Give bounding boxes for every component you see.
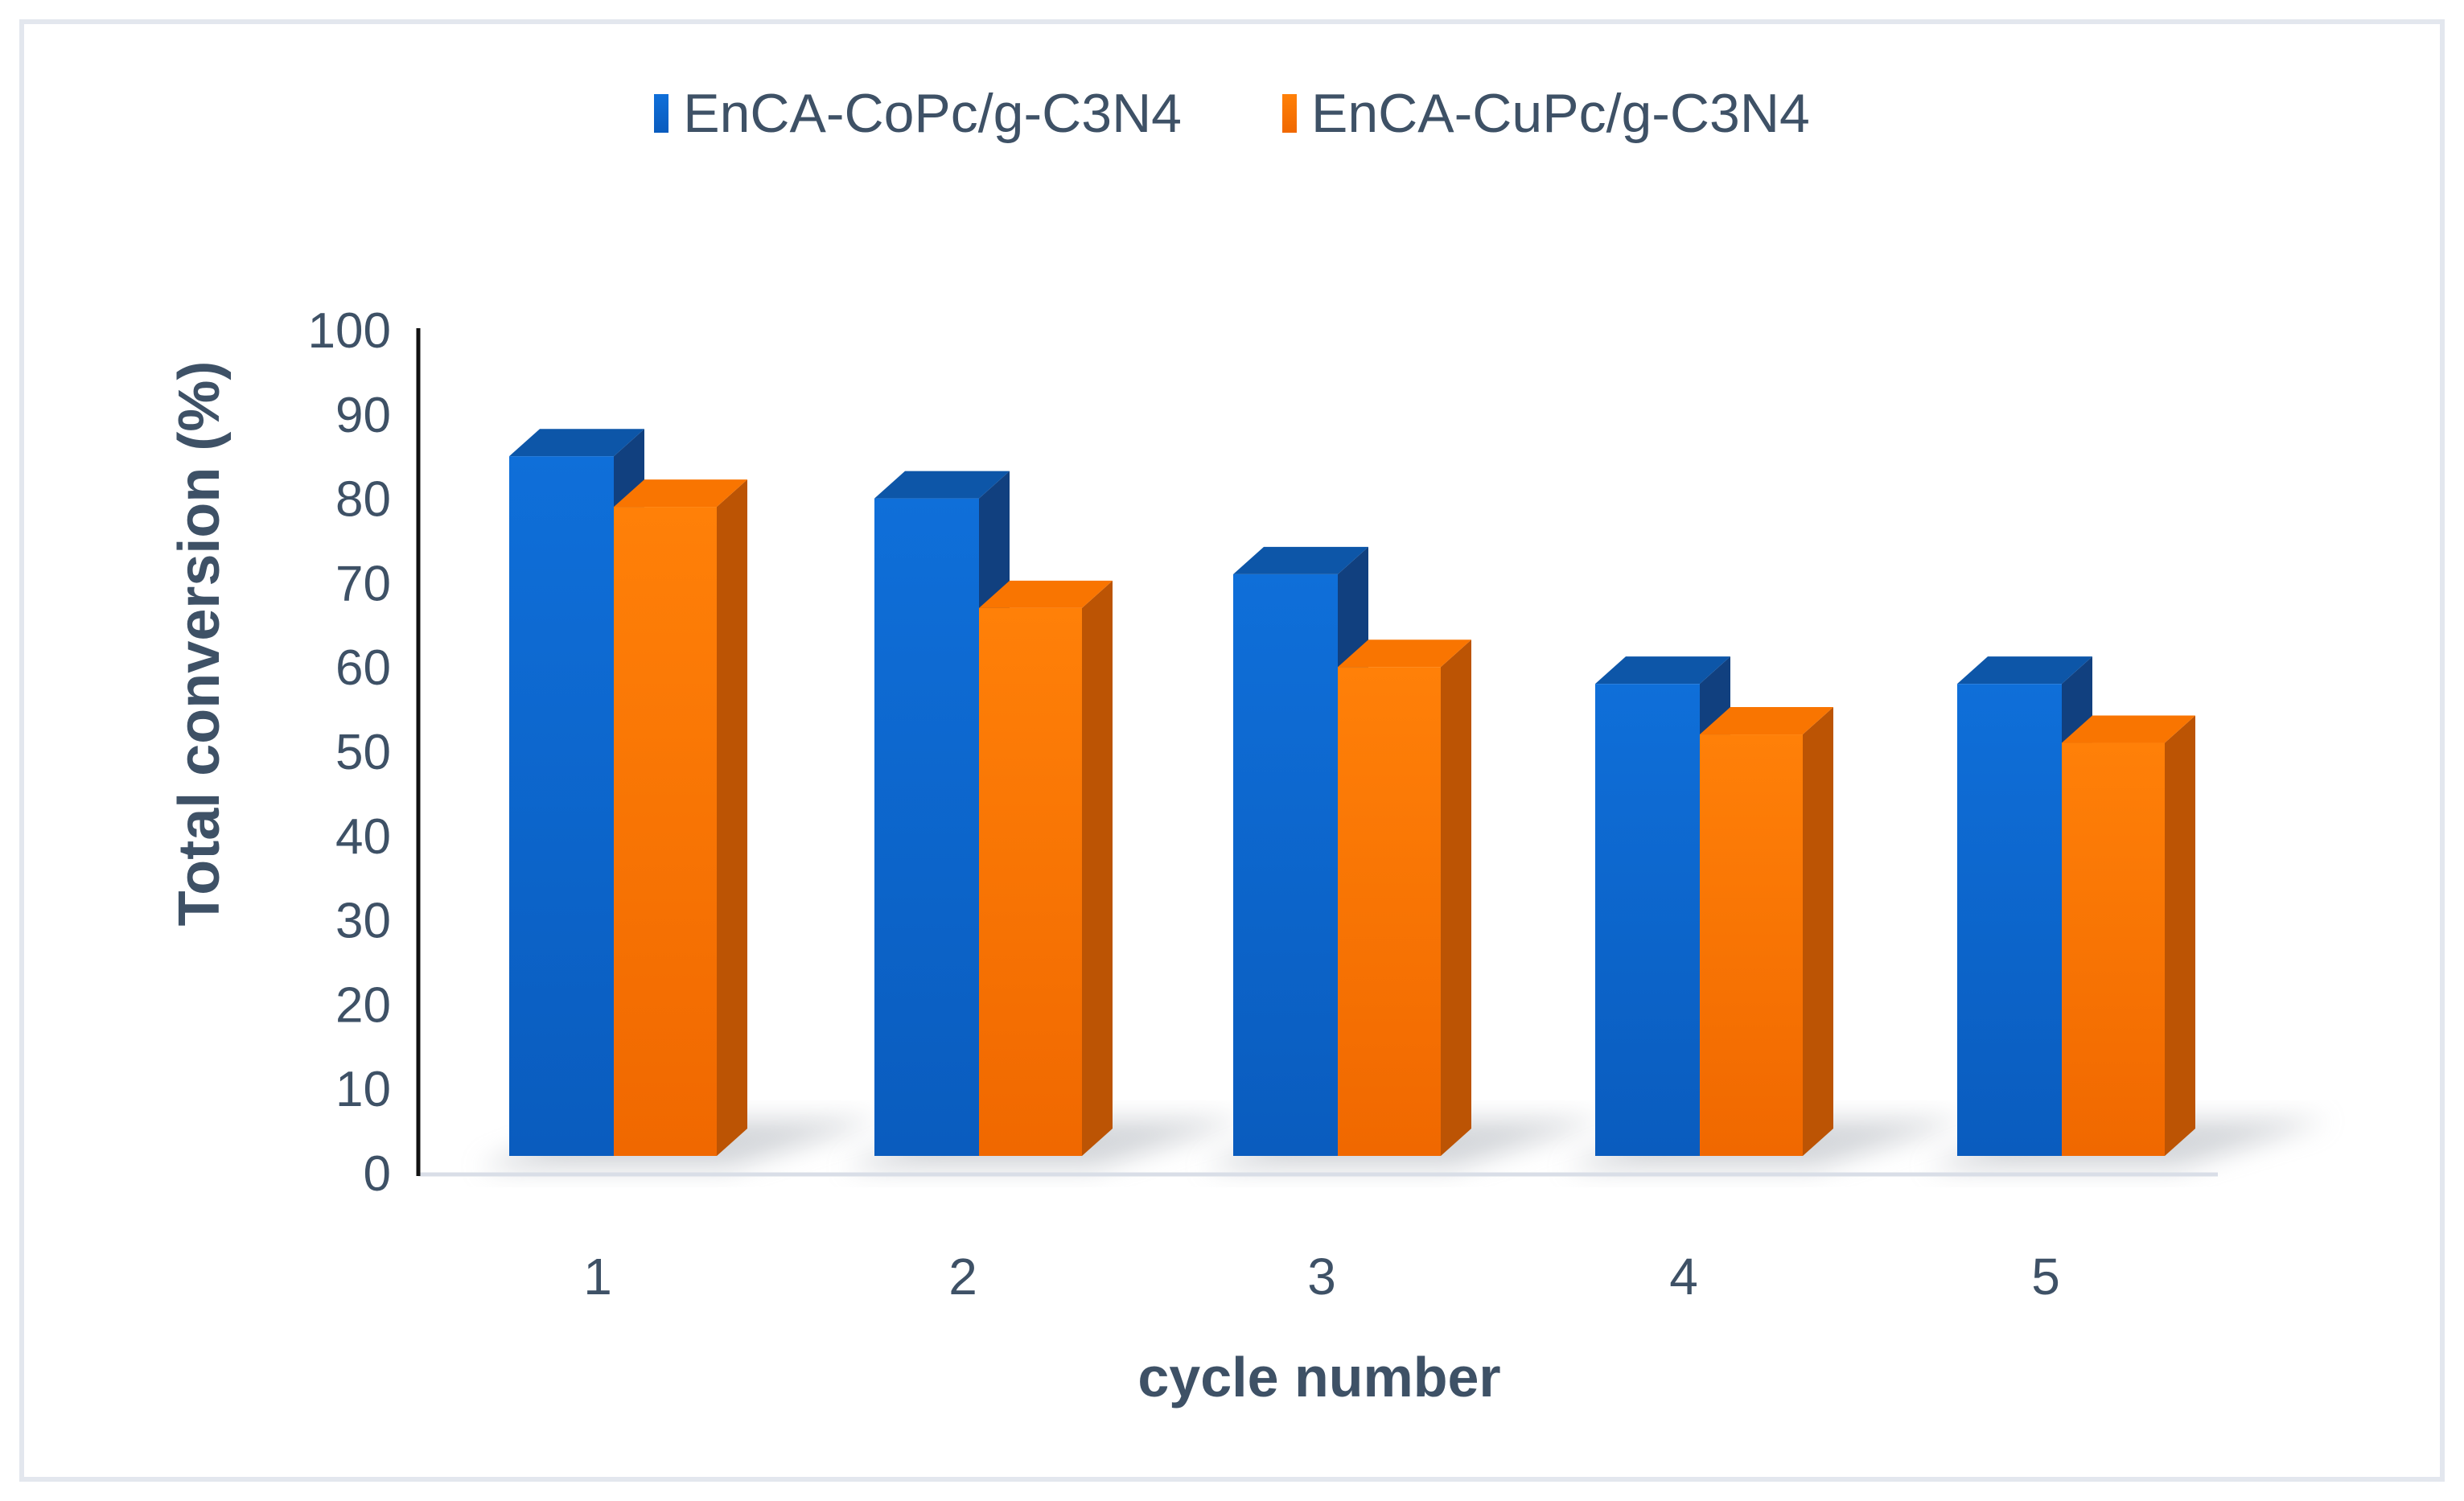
bar-top-face <box>979 580 1113 608</box>
y-tick-label: 20 <box>335 977 391 1033</box>
y-tick-label: 10 <box>335 1062 391 1117</box>
bar-side-face <box>1441 639 1471 1156</box>
bar-front-face <box>1338 667 1441 1156</box>
x-category-label: 4 <box>1669 1248 1698 1306</box>
bar-top-face <box>1233 546 1368 574</box>
y-tick-label: 100 <box>308 303 391 359</box>
bar-EnCA-CuPc/g-C3N4-cycle-3 <box>1338 639 1471 1156</box>
legend-label-series-2: EnCA-CuPc/g-C3N4 <box>1311 83 1810 144</box>
bar-side-face <box>2165 715 2195 1156</box>
bar-side-face <box>717 479 747 1156</box>
bar-side-face <box>1082 580 1113 1156</box>
bar-EnCA-CuPc/g-C3N4-cycle-1 <box>614 479 747 1156</box>
y-tick-label: 80 <box>335 472 391 528</box>
x-category-labels: 1 2 3 4 5 <box>583 1248 2060 1306</box>
bar-top-face <box>1338 639 1471 668</box>
x-category-label: 3 <box>1307 1248 1336 1306</box>
bar-front-face <box>1595 684 1700 1156</box>
bar-top-face <box>509 429 644 457</box>
bar-EnCA-CuPc/g-C3N4-cycle-4 <box>1700 707 1833 1156</box>
bar-EnCA-CuPc/g-C3N4-cycle-5 <box>2062 715 2195 1156</box>
bar-front-face <box>979 607 1082 1156</box>
y-axis-title: Total conversion (%) <box>167 360 232 927</box>
y-tick-label: 60 <box>335 640 391 696</box>
y-tick-label: 40 <box>335 809 391 865</box>
x-category-label: 1 <box>583 1248 612 1306</box>
legend: EnCA-CoPc/g-C3N4 EnCA-CuPc/g-C3N4 <box>0 82 2464 145</box>
bar-front-face <box>1700 734 1803 1156</box>
bar-top-face <box>1595 656 1730 685</box>
bar-front-face <box>1957 684 2062 1156</box>
bar-side-face <box>1803 707 1833 1156</box>
bar-top-face <box>1957 656 2092 685</box>
y-tick-label: 50 <box>335 725 391 780</box>
legend-item-series-1: EnCA-CoPc/g-C3N4 <box>654 82 1182 145</box>
bar-front-face <box>874 498 979 1156</box>
bar-EnCA-CoPc/g-C3N4-cycle-1 <box>509 429 644 1156</box>
x-axis-title: cycle number <box>1137 1346 1501 1408</box>
bar-top-face <box>874 471 1010 499</box>
legend-swatch-orange <box>1282 94 1297 133</box>
bar-top-face <box>2062 715 2195 743</box>
y-tick-labels: 0 10 20 30 40 50 60 70 80 90 100 <box>308 303 391 1202</box>
bar-front-face <box>614 507 717 1156</box>
bar-EnCA-CuPc/g-C3N4-cycle-2 <box>979 580 1113 1156</box>
x-category-label: 2 <box>948 1248 977 1306</box>
bar-top-face <box>1700 707 1833 735</box>
x-category-label: 5 <box>2031 1248 2060 1306</box>
y-tick-label: 70 <box>335 556 391 611</box>
bars-group <box>509 429 2195 1156</box>
y-tick-label: 90 <box>335 388 391 443</box>
legend-label-series-1: EnCA-CoPc/g-C3N4 <box>683 83 1182 144</box>
bar-front-face <box>509 456 614 1156</box>
bar-front-face <box>2062 742 2165 1156</box>
bar-top-face <box>614 479 747 508</box>
y-tick-label: 0 <box>364 1146 391 1202</box>
y-tick-label: 30 <box>335 894 391 949</box>
legend-item-series-2: EnCA-CuPc/g-C3N4 <box>1282 82 1810 145</box>
axis-group <box>416 328 2218 1177</box>
bar-front-face <box>1233 574 1338 1156</box>
legend-swatch-blue <box>654 94 669 133</box>
